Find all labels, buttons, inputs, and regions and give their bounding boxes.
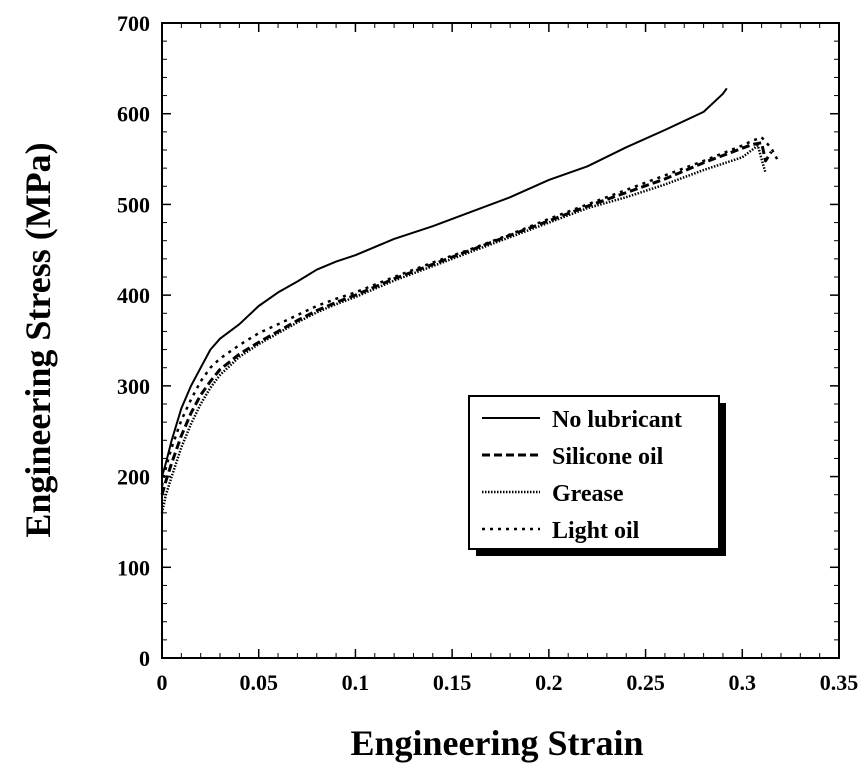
x-tick-label: 0.05	[239, 670, 278, 695]
x-tick-label: 0.2	[535, 670, 563, 695]
x-tick-label: 0.25	[626, 670, 665, 695]
plot-frame	[161, 22, 840, 659]
legend-box	[468, 395, 720, 550]
x-axis-title: Engineering Strain	[350, 723, 643, 763]
tick-labels: 0 0.05 0.1 0.15 0.2 0.25 0.3 0.35 0 100 200 300 400 5…	[117, 11, 858, 695]
y-tick-label: 700	[117, 11, 150, 36]
x-tick-label: 0.15	[433, 670, 472, 695]
x-tick-label: 0	[157, 670, 168, 695]
legend-label: Silicone oil	[552, 444, 664, 470]
y-tick-label: 200	[117, 465, 150, 490]
legend-items: No lubricant Silicone oil Grease Light oil	[482, 407, 682, 544]
legend: No lubricant Silicone oil Grease Light oil	[468, 395, 726, 556]
series-line-silicone-oil	[160, 141, 773, 496]
series-line-no-lubricant	[161, 87, 728, 477]
y-axis-title: Engineering Stress (MPa)	[18, 142, 58, 537]
series-layer	[160, 87, 779, 514]
y-tick-label: 0	[139, 646, 150, 671]
y-tick-label: 300	[117, 374, 150, 399]
legend-label: No lubricant	[552, 407, 682, 433]
legend-label: Grease	[552, 481, 624, 507]
x-tick-label: 0.3	[729, 670, 757, 695]
legend-label: Light oil	[552, 518, 640, 544]
y-tick-label: 100	[117, 555, 150, 580]
y-tick-label: 500	[117, 192, 150, 217]
x-tick-label: 0.1	[342, 670, 370, 695]
y-tick-label: 600	[117, 102, 150, 127]
x-tick-label: 0.35	[820, 670, 859, 695]
y-tick-label: 400	[117, 283, 150, 308]
axis-ticks	[161, 22, 840, 659]
series-line-light-oil	[160, 136, 779, 486]
series-line-grease	[160, 144, 767, 514]
